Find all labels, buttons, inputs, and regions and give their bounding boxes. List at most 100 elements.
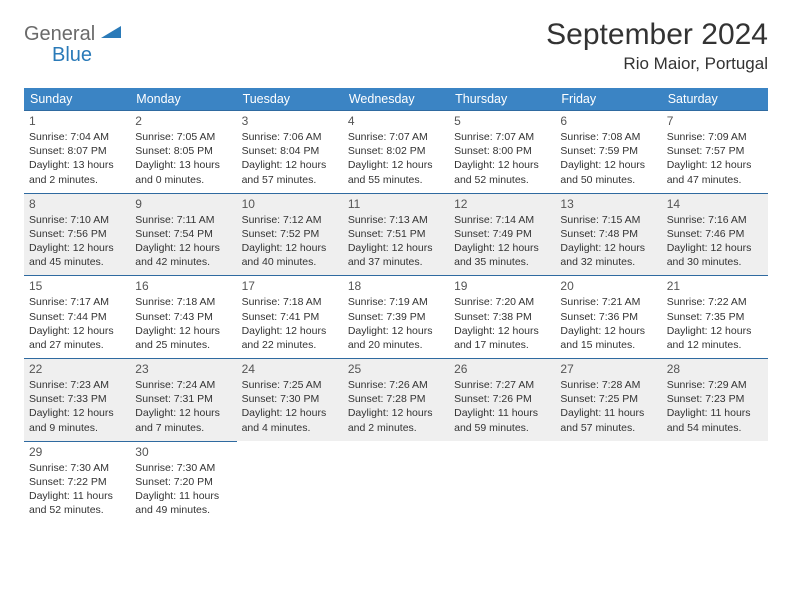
weekday-header: Saturday bbox=[662, 88, 768, 111]
day-info: Sunrise: 7:28 AMSunset: 7:25 PMDaylight:… bbox=[560, 378, 656, 435]
day-info: Sunrise: 7:29 AMSunset: 7:23 PMDaylight:… bbox=[667, 378, 763, 435]
day-number: 28 bbox=[667, 362, 763, 376]
calendar-cell: 7Sunrise: 7:09 AMSunset: 7:57 PMDaylight… bbox=[662, 111, 768, 194]
location: Rio Maior, Portugal bbox=[546, 54, 768, 74]
day-number: 22 bbox=[29, 362, 125, 376]
day-info: Sunrise: 7:30 AMSunset: 7:20 PMDaylight:… bbox=[135, 461, 231, 518]
calendar-cell: 10 Sunrise: 7:12 AMSunset: 7:52 PMDayligh… bbox=[237, 193, 343, 276]
day-info: Sunrise: 7:14 AMSunset: 7:49 PMDaylight:… bbox=[454, 213, 550, 270]
day-number: 23 bbox=[135, 362, 231, 376]
day-info: Sunrise: 7:08 AMSunset: 7:59 PMDaylight:… bbox=[560, 130, 656, 187]
calendar-cell: 8 Sunrise: 7:10 AMSunset: 7:56 PMDaylight… bbox=[24, 193, 130, 276]
calendar-cell: 9Sunrise: 7:11 AMSunset: 7:54 PMDaylight… bbox=[130, 193, 236, 276]
day-number: 14 bbox=[667, 197, 763, 211]
calendar-cell: 5 Sunrise: 7:07 AMSunset: 8:00 PMDaylight… bbox=[449, 111, 555, 194]
day-info: Sunrise: 7:25 AMSunset: 7:30 PMDaylight:… bbox=[242, 378, 338, 435]
calendar-cell: 29 Sunrise: 7:30 AMSunset: 7:22 PMDayligh… bbox=[24, 441, 130, 523]
day-info: Sunrise: 7:12 AMSunset: 7:52 PMDaylight:… bbox=[242, 213, 338, 270]
calendar-cell: 16 Sunrise: 7:18 AMSunset: 7:43 PMDayligh… bbox=[130, 276, 236, 359]
day-number: 8 bbox=[29, 197, 125, 211]
logo-line1: General bbox=[24, 23, 95, 45]
weekday-header: Friday bbox=[555, 88, 661, 111]
day-number: 11 bbox=[348, 197, 444, 211]
day-number: 26 bbox=[454, 362, 550, 376]
calendar-cell: 28 Sunrise: 7:29 AMSunset: 7:23 PMDayligh… bbox=[662, 359, 768, 442]
calendar-cell: 11 Sunrise: 7:13 AMSunset: 7:51 PMDayligh… bbox=[343, 193, 449, 276]
calendar-cell: 17Sunrise: 7:18 AMSunset: 7:41 PMDayligh… bbox=[237, 276, 343, 359]
day-info: Sunrise: 7:15 AMSunset: 7:48 PMDaylight:… bbox=[560, 213, 656, 270]
logo-text: General Blue bbox=[24, 24, 121, 66]
day-number: 27 bbox=[560, 362, 656, 376]
day-number: 24 bbox=[242, 362, 338, 376]
calendar-cell: 19 Sunrise: 7:20 AMSunset: 7:38 PMDayligh… bbox=[449, 276, 555, 359]
day-info: Sunrise: 7:20 AMSunset: 7:38 PMDaylight:… bbox=[454, 295, 550, 352]
day-number: 12 bbox=[454, 197, 550, 211]
day-info: Sunrise: 7:10 AMSunset: 7:56 PMDaylight:… bbox=[29, 213, 125, 270]
day-info: Sunrise: 7:26 AMSunset: 7:28 PMDaylight:… bbox=[348, 378, 444, 435]
day-info: Sunrise: 7:18 AMSunset: 7:43 PMDaylight:… bbox=[135, 295, 231, 352]
calendar-row: 15Sunrise: 7:17 AMSunset: 7:44 PMDayligh… bbox=[24, 276, 768, 359]
calendar-cell: 14 Sunrise: 7:16 AMSunset: 7:46 PMDayligh… bbox=[662, 193, 768, 276]
day-info: Sunrise: 7:22 AMSunset: 7:35 PMDaylight:… bbox=[667, 295, 763, 352]
day-number: 21 bbox=[667, 279, 763, 293]
day-number: 29 bbox=[29, 445, 125, 459]
logo-triangle-icon bbox=[101, 23, 121, 45]
calendar-cell bbox=[555, 441, 661, 523]
day-number: 19 bbox=[454, 279, 550, 293]
day-info: Sunrise: 7:30 AMSunset: 7:22 PMDaylight:… bbox=[29, 461, 125, 518]
calendar-body: 1Sunrise: 7:04 AMSunset: 8:07 PMDaylight… bbox=[24, 111, 768, 524]
calendar-cell: 27 Sunrise: 7:28 AMSunset: 7:25 PMDayligh… bbox=[555, 359, 661, 442]
weekday-header: Wednesday bbox=[343, 88, 449, 111]
calendar-cell: 25Sunrise: 7:26 AMSunset: 7:28 PMDayligh… bbox=[343, 359, 449, 442]
day-info: Sunrise: 7:13 AMSunset: 7:51 PMDaylight:… bbox=[348, 213, 444, 270]
calendar-cell: 15Sunrise: 7:17 AMSunset: 7:44 PMDayligh… bbox=[24, 276, 130, 359]
calendar-cell: 30 Sunrise: 7:30 AMSunset: 7:20 PMDayligh… bbox=[130, 441, 236, 523]
day-number: 1 bbox=[29, 114, 125, 128]
calendar-cell bbox=[449, 441, 555, 523]
calendar-cell: 12 Sunrise: 7:14 AMSunset: 7:49 PMDayligh… bbox=[449, 193, 555, 276]
calendar-cell: 4Sunrise: 7:07 AMSunset: 8:02 PMDaylight… bbox=[343, 111, 449, 194]
day-number: 20 bbox=[560, 279, 656, 293]
day-number: 6 bbox=[560, 114, 656, 128]
day-info: Sunrise: 7:21 AMSunset: 7:36 PMDaylight:… bbox=[560, 295, 656, 352]
weekday-header: Monday bbox=[130, 88, 236, 111]
day-number: 17 bbox=[242, 279, 338, 293]
logo: General Blue bbox=[24, 18, 121, 66]
day-number: 4 bbox=[348, 114, 444, 128]
calendar-row: 1Sunrise: 7:04 AMSunset: 8:07 PMDaylight… bbox=[24, 111, 768, 194]
calendar-cell: 13Sunrise: 7:15 AMSunset: 7:48 PMDayligh… bbox=[555, 193, 661, 276]
day-info: Sunrise: 7:05 AMSunset: 8:05 PMDaylight:… bbox=[135, 130, 231, 187]
day-number: 2 bbox=[135, 114, 231, 128]
calendar-row: 29 Sunrise: 7:30 AMSunset: 7:22 PMDayligh… bbox=[24, 441, 768, 523]
day-number: 16 bbox=[135, 279, 231, 293]
day-info: Sunrise: 7:16 AMSunset: 7:46 PMDaylight:… bbox=[667, 213, 763, 270]
day-number: 15 bbox=[29, 279, 125, 293]
day-info: Sunrise: 7:23 AMSunset: 7:33 PMDaylight:… bbox=[29, 378, 125, 435]
day-info: Sunrise: 7:06 AMSunset: 8:04 PMDaylight:… bbox=[242, 130, 338, 187]
day-number: 5 bbox=[454, 114, 550, 128]
day-number: 3 bbox=[242, 114, 338, 128]
weekday-header: Thursday bbox=[449, 88, 555, 111]
calendar-cell: 24 Sunrise: 7:25 AMSunset: 7:30 PMDayligh… bbox=[237, 359, 343, 442]
day-info: Sunrise: 7:19 AMSunset: 7:39 PMDaylight:… bbox=[348, 295, 444, 352]
header: General Blue September 2024 Rio Maior, P… bbox=[24, 18, 768, 74]
calendar-cell bbox=[662, 441, 768, 523]
day-number: 9 bbox=[135, 197, 231, 211]
calendar-cell: 18Sunrise: 7:19 AMSunset: 7:39 PMDayligh… bbox=[343, 276, 449, 359]
calendar-cell: 21 Sunrise: 7:22 AMSunset: 7:35 PMDayligh… bbox=[662, 276, 768, 359]
calendar-cell bbox=[237, 441, 343, 523]
day-info: Sunrise: 7:27 AMSunset: 7:26 PMDaylight:… bbox=[454, 378, 550, 435]
day-number: 10 bbox=[242, 197, 338, 211]
day-info: Sunrise: 7:09 AMSunset: 7:57 PMDaylight:… bbox=[667, 130, 763, 187]
day-info: Sunrise: 7:24 AMSunset: 7:31 PMDaylight:… bbox=[135, 378, 231, 435]
logo-line2: Blue bbox=[24, 44, 92, 66]
calendar-cell: 26 Sunrise: 7:27 AMSunset: 7:26 PMDayligh… bbox=[449, 359, 555, 442]
day-number: 30 bbox=[135, 445, 231, 459]
calendar-cell: 22 Sunrise: 7:23 AMSunset: 7:33 PMDayligh… bbox=[24, 359, 130, 442]
day-info: Sunrise: 7:07 AMSunset: 8:00 PMDaylight:… bbox=[454, 130, 550, 187]
calendar-cell: 23 Sunrise: 7:24 AMSunset: 7:31 PMDayligh… bbox=[130, 359, 236, 442]
month-title: September 2024 bbox=[546, 18, 768, 52]
calendar-cell bbox=[343, 441, 449, 523]
weekday-header: Sunday bbox=[24, 88, 130, 111]
calendar-row: 22 Sunrise: 7:23 AMSunset: 7:33 PMDayligh… bbox=[24, 359, 768, 442]
